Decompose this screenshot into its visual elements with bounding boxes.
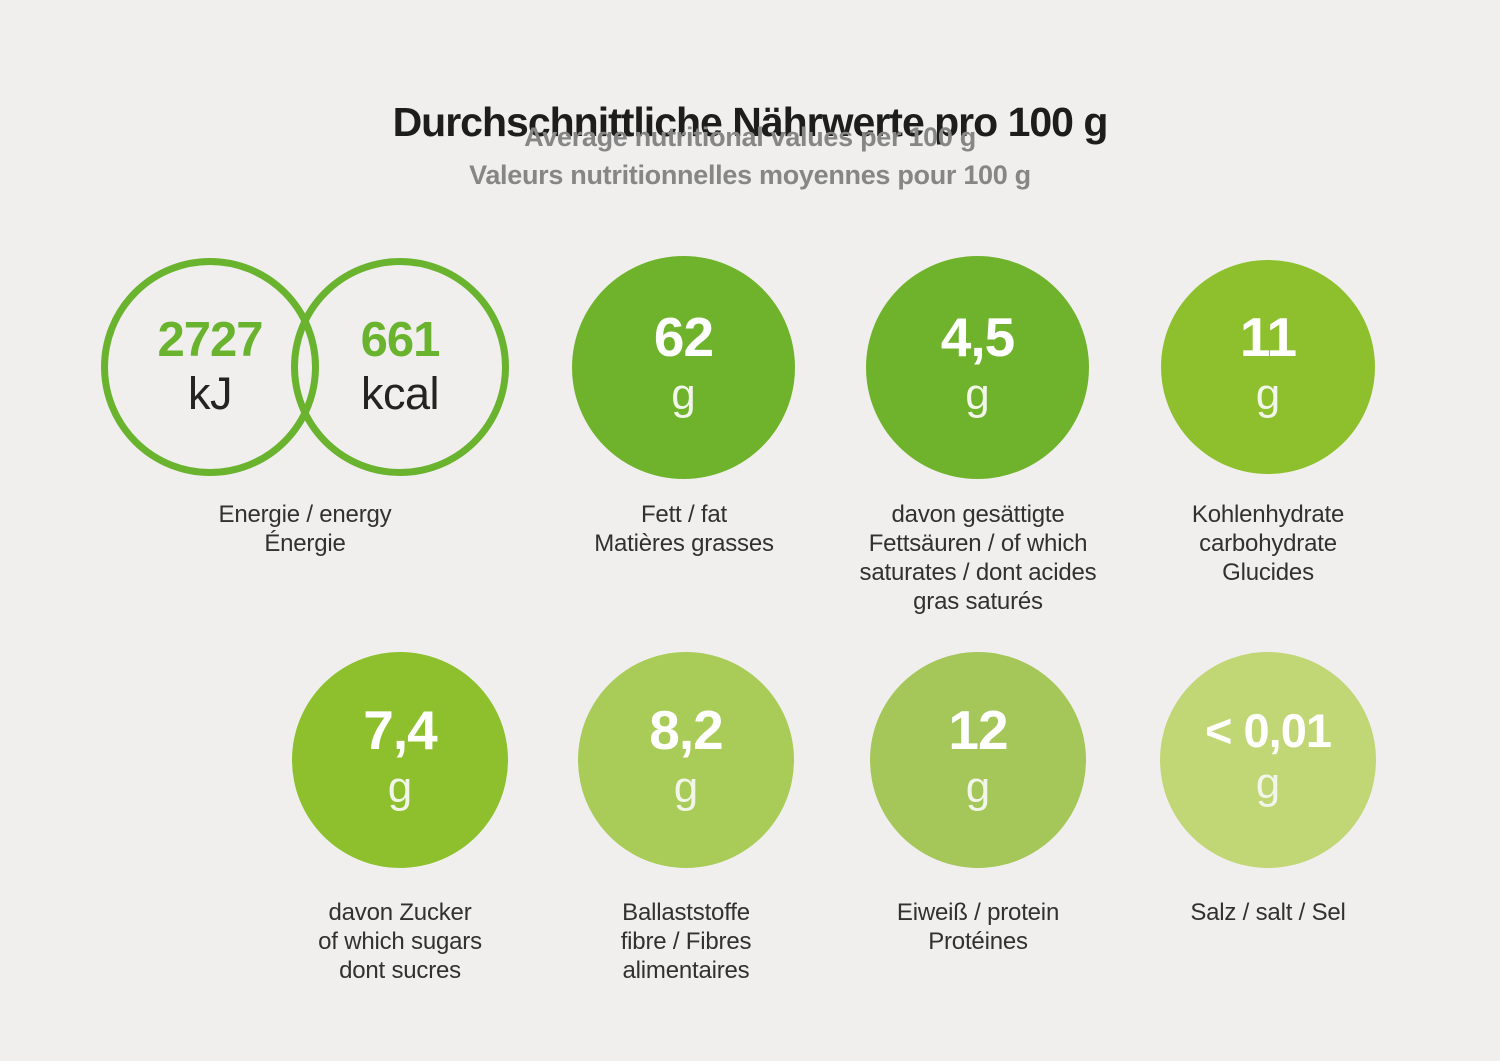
energy-kj-circle: 2727 kJ — [101, 258, 319, 476]
protein-unit: g — [965, 762, 991, 812]
salt-circle: < 0,01 g — [1160, 652, 1376, 868]
page-title: Durchschnittliche Nährwerte pro 100 g — [392, 99, 1109, 146]
protein-value: 12 — [948, 698, 1008, 761]
salt-value: < 0,01 — [1205, 703, 1332, 757]
energy-kj-unit: kJ — [188, 367, 233, 419]
energy-kj-value: 2727 — [157, 312, 263, 367]
fat-label: Fett / fat Matières grasses — [594, 501, 774, 557]
saturates-unit: g — [965, 370, 990, 419]
fibre-unit: g — [673, 762, 699, 812]
sugars-label: davon Zucker of which sugars dont sucres — [318, 899, 482, 984]
carbohydrate-value: 11 — [1239, 305, 1297, 368]
subtitle-english: Average nutritional values per 100 g — [524, 122, 976, 152]
carbohydrate-circle: 11 g — [1161, 260, 1375, 474]
subtitle-french: Valeurs nutritionnelles moyennes pour 10… — [469, 160, 1031, 190]
fat-value: 62 — [653, 306, 714, 368]
fibre-value: 8,2 — [649, 698, 723, 761]
saturates-circle: 4,5 g — [866, 256, 1089, 479]
sugars-circle: 7,4 g — [292, 652, 508, 868]
fibre-circle: 8,2 g — [578, 652, 794, 868]
fat-unit: g — [671, 370, 696, 419]
sugars-value: 7,4 — [363, 698, 437, 761]
fibre-label: Ballaststoffe fibre / Fibres alimentaire… — [620, 899, 752, 984]
protein-label: Eiweiß / protein Protéines — [896, 899, 1060, 955]
saturates-label: davon gesättigte Fettsäuren / of which s… — [859, 501, 1097, 615]
fat-circle: 62 g — [572, 256, 795, 479]
energy-label: Energie / energy Énergie — [218, 501, 392, 557]
saturates-value: 4,5 — [940, 306, 1015, 368]
protein-circle: 12 g — [870, 652, 1086, 868]
energy-kcal-unit: kcal — [360, 367, 440, 419]
salt-label: Salz / salt / Sel — [1190, 899, 1346, 926]
carbohydrate-unit: g — [1255, 369, 1281, 419]
energy-kcal-circle: 661 kcal — [291, 258, 509, 476]
carbohydrate-label: Kohlenhydrate carbohydrate Glucides — [1191, 501, 1345, 586]
energy-kcal-value: 661 — [360, 312, 441, 367]
sugars-unit: g — [387, 762, 413, 812]
salt-unit: g — [1255, 758, 1281, 808]
